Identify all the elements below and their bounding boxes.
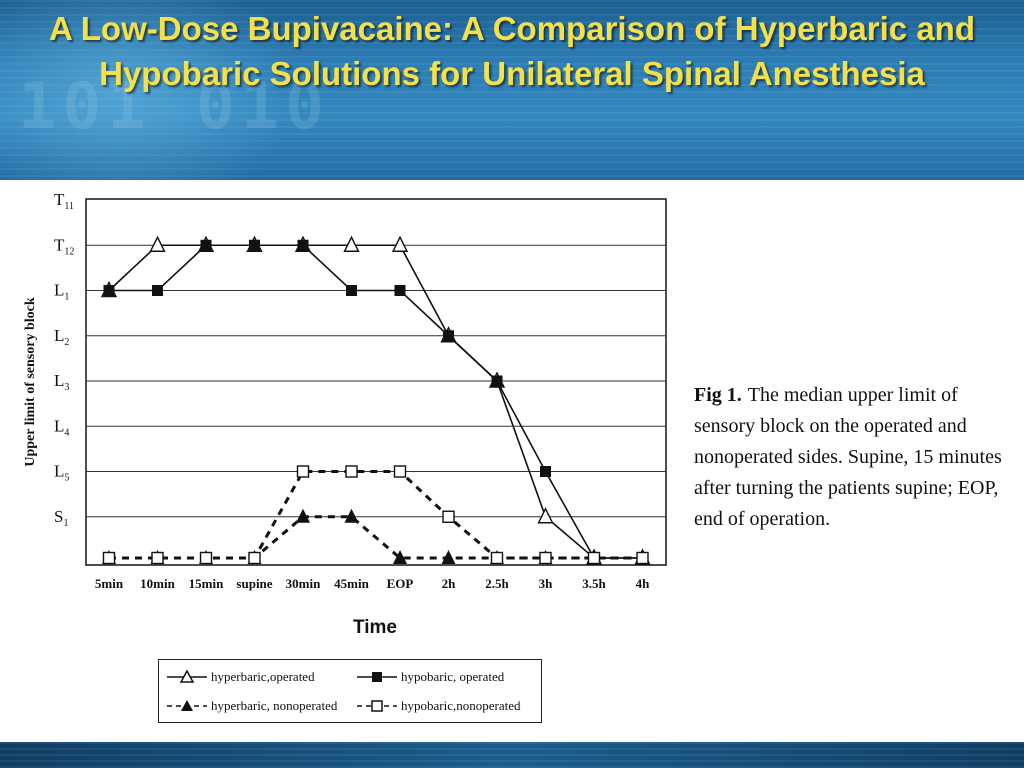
- x-tick-label: 3h: [539, 576, 554, 591]
- data-point: [636, 551, 649, 565]
- data-point: [297, 239, 309, 251]
- data-point: [587, 551, 601, 565]
- data-point: [441, 550, 456, 564]
- x-tick-label: 30min: [286, 576, 321, 591]
- data-point: [540, 466, 551, 477]
- y-tick-label: L4: [54, 416, 69, 438]
- x-tick-label: 4h: [636, 576, 651, 591]
- data-point: [491, 375, 503, 387]
- figure-caption: Fig 1. The median upper limit of sensory …: [694, 380, 1020, 535]
- slide-footer: [0, 742, 1024, 768]
- y-tick-label: S1: [54, 507, 68, 529]
- data-point: [199, 551, 213, 565]
- x-tick-label: 3.5h: [582, 576, 606, 591]
- x-tick-label: 2.5h: [485, 576, 509, 591]
- series-line-hyperbaric-operated: [108, 244, 643, 559]
- chart-legend: hyperbaric,operated hypobaric, operated …: [158, 659, 542, 723]
- x-axis-title: Time: [353, 617, 397, 638]
- y-tick-label: L1: [54, 281, 69, 303]
- x-tick-label: 5min: [95, 576, 124, 591]
- x-tick-label: EOP: [387, 576, 414, 591]
- y-tick-label: L2: [54, 326, 69, 348]
- data-point: [102, 551, 116, 565]
- series-line-hyperbaric-nonoperated: [109, 515, 643, 560]
- data-point: [393, 550, 407, 564]
- x-tick-label: supine: [236, 576, 272, 591]
- x-tick-label: 2h: [442, 576, 457, 591]
- data-point: [537, 507, 554, 524]
- y-tick-label: T11: [54, 190, 74, 212]
- data-point: [296, 465, 310, 478]
- legend-label: hyperbaric,operated: [211, 669, 315, 684]
- legend-item: hypobaric, operated: [355, 666, 504, 688]
- legend-label: hyperbaric, nonoperated: [211, 698, 338, 713]
- legend-swatch-hyperbaric-nonoperated: [167, 700, 207, 711]
- slide-title: A Low-Dose Bupivacaine: A Comparison of …: [49, 10, 975, 92]
- figure-caption-text: The median upper limit of sensory block …: [694, 384, 1002, 530]
- legend-label: hypobaric, operated: [401, 669, 505, 684]
- data-point: [344, 508, 359, 523]
- data-point: [443, 330, 454, 342]
- data-point: [391, 235, 409, 252]
- data-point: [296, 508, 310, 523]
- legend-swatch-hypobaric-nonoperated: [357, 700, 397, 712]
- sensory-block-chart: T11 T12 L1 L2 L3 L4 L5 S1 Upper limit of sensory…: [23, 190, 667, 638]
- data-point: [394, 285, 406, 296]
- legend-item: hyperbaric, nonoperated: [165, 695, 337, 717]
- figure-label: Fig 1.: [694, 384, 742, 406]
- legend-swatch-hypobaric-operated: [357, 672, 397, 682]
- series-line-hypobaric-nonoperated: [109, 470, 643, 560]
- y-tick-label: L5: [54, 462, 69, 484]
- x-tick-label: 10min: [140, 576, 175, 591]
- data-point: [442, 510, 455, 523]
- header-decoration: 101 010: [18, 70, 330, 144]
- legend-item: hypobaric,nonoperated: [355, 695, 520, 717]
- header-glow: [0, 0, 300, 180]
- data-point: [149, 235, 166, 252]
- y-axis-title: Upper limit of sensory block: [23, 297, 38, 467]
- data-point: [249, 239, 260, 251]
- legend-item: hyperbaric,operated: [165, 666, 315, 688]
- data-point: [539, 551, 552, 565]
- data-point: [248, 551, 261, 565]
- data-point: [346, 285, 357, 296]
- header-stripes: [0, 0, 1024, 180]
- series-line-hypobaric-operated: [109, 244, 643, 559]
- x-tick-label: 15min: [189, 576, 224, 591]
- x-tick-label: 45min: [334, 576, 369, 591]
- data-point: [345, 465, 358, 478]
- legend-swatch-hyperbaric-operated: [167, 670, 207, 683]
- data-point: [151, 551, 164, 565]
- data-point: [490, 551, 504, 565]
- data-point: [393, 465, 407, 478]
- data-point: [200, 239, 212, 251]
- legend-label: hypobaric,nonoperated: [401, 698, 521, 713]
- data-point: [103, 285, 115, 296]
- y-tick-label: L3: [54, 371, 69, 393]
- data-point: [343, 235, 360, 252]
- slide-header: 101 010 A Low-Dose Bupivacaine: A Compar…: [0, 0, 1024, 180]
- y-tick-label: T12: [54, 235, 74, 257]
- footer-stripes: [0, 742, 1024, 768]
- plot-frame: [85, 198, 667, 566]
- data-point: [152, 285, 163, 296]
